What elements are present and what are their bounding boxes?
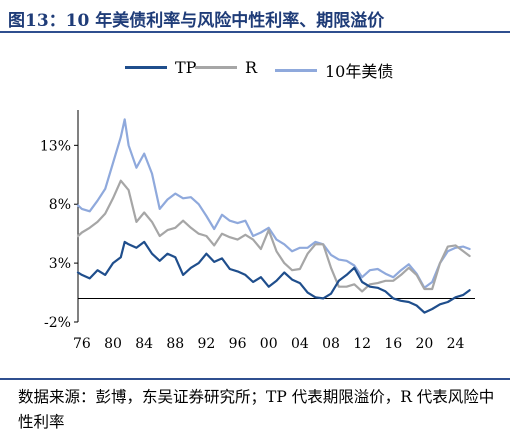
legend-item-10y: 10年美债 xyxy=(275,58,393,82)
x-tick-label: 76 xyxy=(73,336,91,352)
legend-swatch-tp xyxy=(125,66,167,69)
x-tick-label: 24 xyxy=(447,336,465,352)
x-tick-label: 96 xyxy=(229,336,247,352)
chart-legend: TP R 10年美债 xyxy=(0,58,510,88)
source-note: 数据来源：彭博，东吴证券研究所；TP 代表期限溢价，R 代表风险中性利率 xyxy=(18,388,495,431)
y-tick-label: -2% xyxy=(44,315,71,331)
x-tick-label: 20 xyxy=(415,336,433,352)
y-tick-label: 3% xyxy=(49,256,71,272)
legend-swatch-10y xyxy=(275,68,317,72)
x-tick-label: 80 xyxy=(104,336,122,352)
y-tick-label: 13% xyxy=(40,138,71,154)
x-tick-label: 08 xyxy=(322,336,340,352)
legend-swatch-r xyxy=(195,66,237,69)
x-tick-label: 12 xyxy=(353,336,371,352)
x-tick-label: 84 xyxy=(135,336,153,352)
legend-label-r: R xyxy=(245,58,258,77)
r-series-line xyxy=(76,179,471,293)
x-tick-label: 92 xyxy=(198,336,216,352)
x-tick-label: 04 xyxy=(291,336,309,352)
line-chart: -2% 3% 8% 13% 76 80 84 88 92 96 00 04 08 12 16 20 24 xyxy=(40,110,475,352)
legend-label-tp: TP xyxy=(175,58,197,77)
title-divider xyxy=(0,31,510,33)
legend-label-10y: 10年美债 xyxy=(325,62,394,81)
x-tick-label: 88 xyxy=(166,336,184,352)
x-tick-label: 16 xyxy=(384,336,402,352)
x-tick-label: 00 xyxy=(260,336,278,352)
tp-series-line xyxy=(76,240,471,314)
chart-title: 图13：10 年美债利率与风险中性利率、期限溢价 xyxy=(8,11,385,31)
y-tick-label: 8% xyxy=(49,197,71,213)
treasury-10y-series-line xyxy=(76,118,471,289)
source-divider xyxy=(0,378,510,380)
legend-item-tp: TP xyxy=(125,58,196,77)
legend-item-r: R xyxy=(195,58,257,77)
